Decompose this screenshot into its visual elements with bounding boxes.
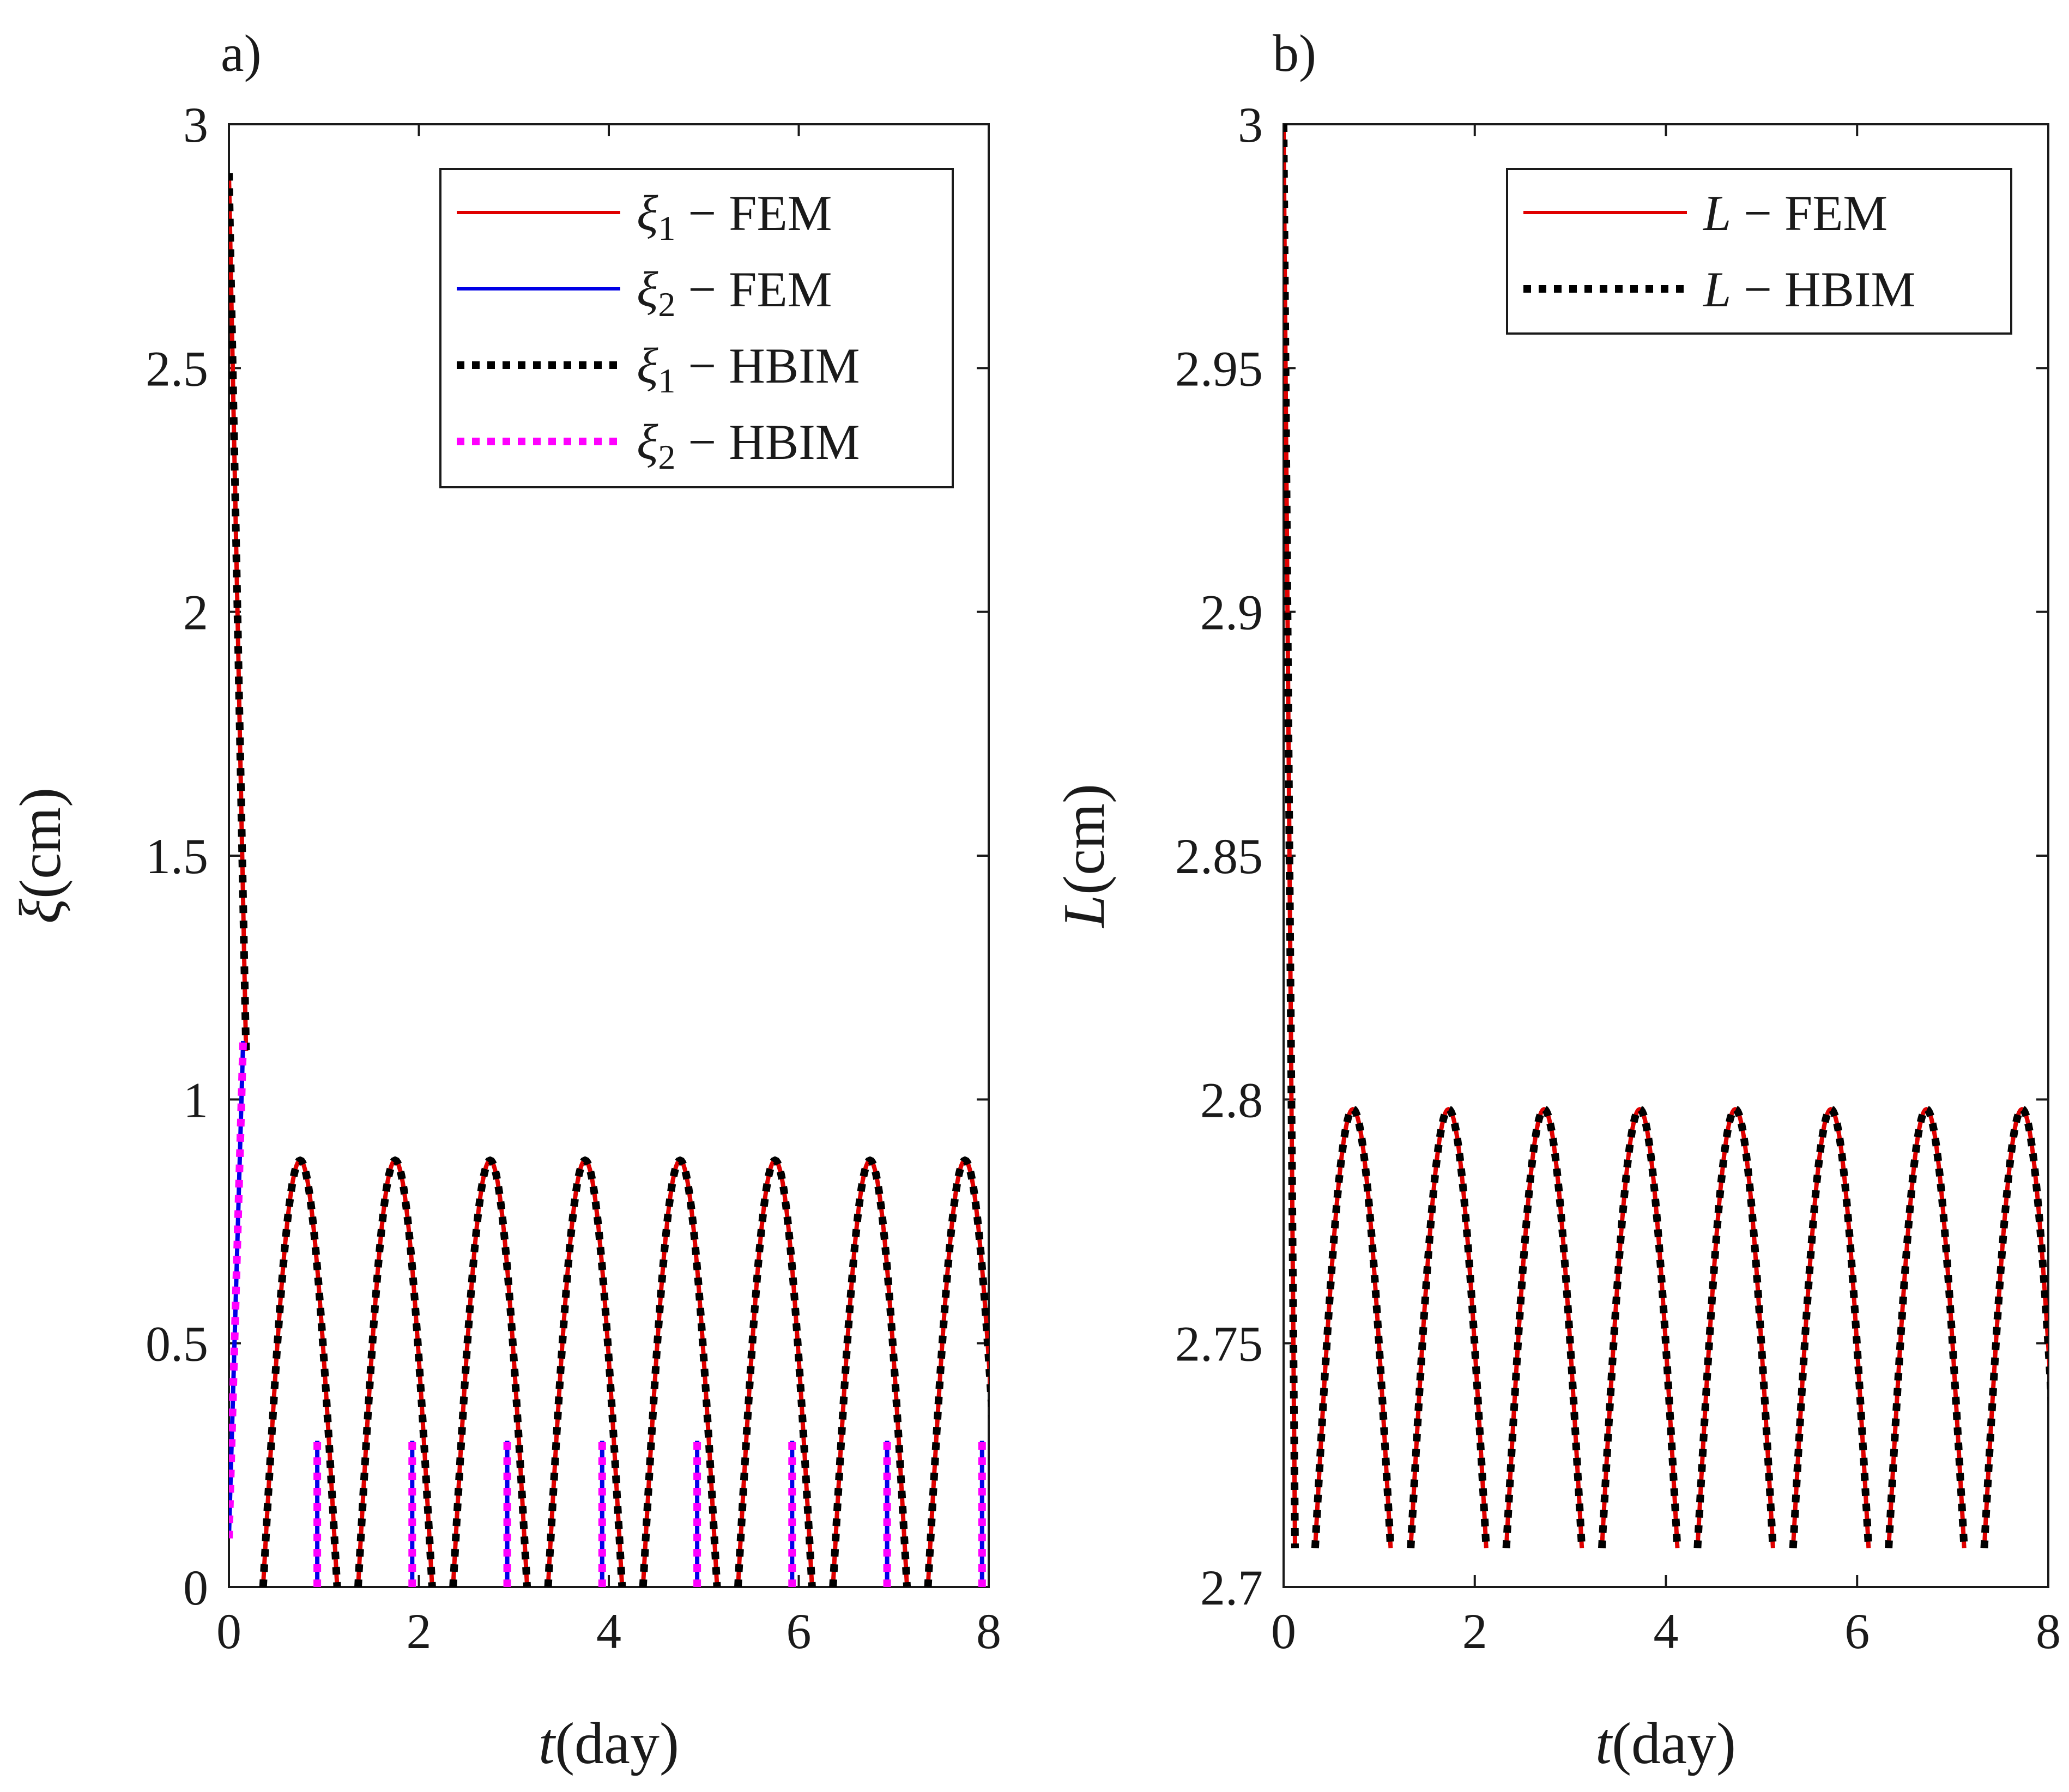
legend-entry: ξ1 − FEM [637, 185, 832, 247]
panel-a-y-axis-label: ξ(cm) [8, 788, 73, 924]
panel-b-ylabel-unit: (cm) [1052, 784, 1117, 895]
panel-b-xlabel-symbol: t [1595, 1711, 1613, 1776]
xi1-hbim-line [259, 1156, 341, 1587]
legend-subscript: 2 [658, 285, 675, 324]
panel-a-xlabel-unit: (day) [555, 1711, 679, 1776]
legend-symbol: ξ [637, 262, 658, 317]
y-tick-label: 0 [183, 1560, 208, 1615]
panel-a-chart: 0 2 4 6 800.511.522.53 a) ξ(cm) t(day) ξ1 − … [8, 24, 1001, 1776]
legend-entry: L − HBIM [1702, 262, 1915, 317]
l-hbim-line [1311, 1105, 1395, 1548]
xi1-fem-line [229, 173, 249, 1051]
x-tick-label: 4 [596, 1603, 621, 1659]
panel-a-ylabel-unit: (cm) [8, 788, 73, 899]
y-tick-label: 2.95 [1175, 341, 1263, 396]
xi1-hbim-line [544, 1156, 626, 1587]
legend-symbol: L [1702, 262, 1731, 317]
legend-subscript: 2 [658, 438, 675, 476]
l-hbim-line [1693, 1105, 1777, 1548]
panel-b-chart: 0 2 4 6 82.72.752.82.852.92.953 b) L(cm) t(d… [1052, 24, 2061, 1776]
panel-a-series [229, 173, 989, 1587]
xi2-hbim-line [229, 1040, 247, 1539]
panel-a-xlabel-symbol: t [539, 1711, 556, 1776]
x-tick-label: 0 [1271, 1603, 1296, 1659]
y-tick-label: 2.9 [1200, 585, 1263, 640]
legend-text: − FEM [675, 262, 832, 317]
panel-b-tick-labels: 0 2 4 6 8 2.7 2.75 2.8 2.85 2.9 2.95 3 [1175, 97, 2061, 1659]
x-tick-label: 8 [2036, 1603, 2061, 1659]
series-clip-group [229, 173, 989, 1587]
panel-b-y-axis-label: L(cm) [1052, 784, 1117, 929]
panel-b-x-axis-label: t(day) [1595, 1711, 1736, 1776]
legend-text: − FEM [675, 185, 832, 241]
xi1-hbim-line [734, 1156, 816, 1587]
y-tick-label: 1 [183, 1072, 208, 1128]
x-tick-label: 2 [407, 1603, 432, 1659]
x-tick-label: 6 [1844, 1603, 1870, 1659]
x-tick-label: 0 [216, 1603, 241, 1659]
y-tick-label: 3 [1238, 97, 1263, 153]
xi1-hbim-line [924, 1156, 989, 1587]
legend-symbol: ξ [637, 338, 658, 393]
x-tick-label: 6 [787, 1603, 812, 1659]
legend-text: − HBIM [675, 414, 860, 470]
legend-box [1506, 168, 2012, 335]
x-tick-label: 8 [976, 1603, 1001, 1659]
panel-b-series [1284, 124, 2048, 1548]
svg-text:ξ(cm): ξ(cm) [8, 788, 73, 924]
y-tick-label: 2.5 [146, 341, 208, 396]
series-clip-group [1284, 124, 2048, 1548]
y-tick-label: 3 [183, 97, 208, 153]
legend-entry: ξ2 − HBIM [637, 414, 860, 476]
panel-b-xlabel-unit: (day) [1612, 1711, 1736, 1776]
xi1-hbim-line [639, 1156, 721, 1587]
legend-entry: ξ2 − FEM [637, 262, 832, 324]
xi1-hbim-line [354, 1156, 436, 1587]
legend-symbol: ξ [637, 414, 658, 470]
x-tick-label: 4 [1654, 1603, 1679, 1659]
panel-a-tick-labels: 0 2 4 6 8 0 0.5 1 1.5 2 2.5 3 [146, 97, 1001, 1659]
legend-text: − FEM [1731, 185, 1887, 241]
legend-text: − HBIM [675, 338, 860, 393]
l-hbim-line [1407, 1105, 1490, 1548]
l-hbim-line [1789, 1105, 1873, 1548]
panel-a-x-axis-label: t(day) [539, 1711, 679, 1776]
x-tick-label: 2 [1462, 1603, 1487, 1659]
svg-text:L(cm): L(cm) [1052, 784, 1117, 929]
legend-subscript: 1 [658, 209, 675, 247]
legend-box [439, 168, 954, 488]
y-tick-label: 0.5 [146, 1316, 208, 1372]
l-fem-line [1284, 124, 1297, 1548]
legend-entry: ξ1 − HBIM [637, 338, 860, 400]
y-tick-label: 2.8 [1200, 1072, 1263, 1128]
xi1-hbim-line [829, 1156, 911, 1587]
y-tick-label: 1.5 [146, 828, 208, 884]
panel-a-label: a) [221, 24, 262, 82]
panel-a-ylabel-symbol: ξ [8, 898, 73, 924]
xi1-hbim-line [449, 1156, 531, 1587]
legend-subscript: 1 [658, 361, 675, 400]
legend-symbol: L [1702, 185, 1731, 241]
legend-entry: L − FEM [1702, 185, 1887, 241]
l-hbim-line [1502, 1105, 1586, 1548]
y-tick-label: 2.85 [1175, 828, 1263, 884]
l-hbim-line [1980, 1105, 2048, 1548]
legend-text: − HBIM [1731, 262, 1915, 317]
panel-b-ylabel-symbol: L [1052, 895, 1117, 929]
y-tick-label: 2.75 [1175, 1316, 1263, 1372]
y-tick-label: 2 [183, 585, 208, 640]
y-tick-label: 2.7 [1200, 1560, 1263, 1615]
panel-b-label: b) [1273, 24, 1316, 82]
legend-symbol: ξ [637, 185, 658, 241]
l-hbim-line [1885, 1105, 1968, 1548]
l-hbim-line [1598, 1105, 1681, 1548]
